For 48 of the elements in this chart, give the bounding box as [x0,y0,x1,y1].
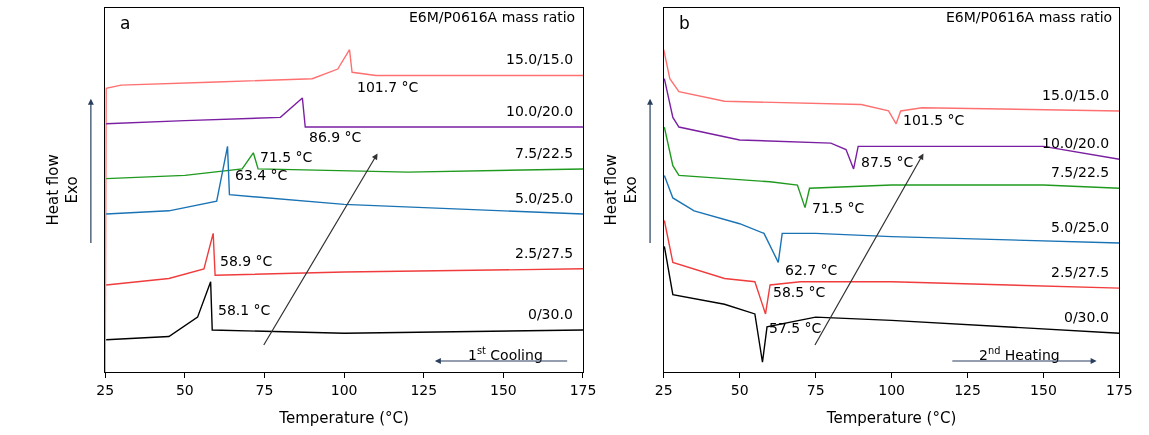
y-axis-title: Heat flow Exo [43,154,82,226]
annotation: 57.5 °C [769,320,822,336]
x-axis-title: Temperature (°C) [278,408,409,427]
x-axis-title: Temperature (°C) [825,408,957,427]
annotation: 71.5 °C [812,200,865,216]
series-label: 2.5/27.5 [515,245,574,261]
text: a [120,13,131,33]
annotation: 58.1 °C [218,302,271,318]
annotation: 62.7 °C [785,262,838,278]
annotation: 58.5 °C [773,284,826,300]
x-tick-label: 150 [490,381,517,398]
annotation: 101.5 °C [903,112,965,128]
series-label: 10.0/20.0 [1042,135,1110,151]
series-label: 7.5/22.5 [1051,164,1110,180]
x-tick-label: 100 [878,381,905,398]
series-label: 5.0/25.0 [515,190,574,206]
series-label: 10.0/20.0 [506,103,574,119]
x-tick-label: 50 [175,381,194,398]
annotation: 2$^{nd}$ Heating [979,345,1060,363]
annotation: 63.4 °C [235,167,288,183]
annotation: 71.5 °C [260,149,313,165]
x-tick-label: 175 [569,381,597,398]
x-tick-label: 100 [330,381,358,398]
annotation: 1$^{st}$ Cooling [468,345,543,363]
text: b [679,13,690,33]
series-label: 0/30.0 [1064,309,1109,325]
annotation: 87.5 °C [861,154,914,170]
x-tick-label: 75 [806,381,825,398]
annotation: 86.9 °C [309,129,362,145]
annotation: 101.7 °C [357,79,419,95]
x-tick-label: 125 [954,381,981,398]
series-label: 5.0/25.0 [1051,219,1110,235]
x-tick-label: 175 [1106,381,1133,398]
x-tick-label: 125 [410,381,438,398]
x-tick-label: 25 [654,381,673,398]
x-tick-label: 25 [96,381,115,398]
annotation: 58.9 °C [220,253,273,269]
series-label: 15.0/15.0 [1042,87,1110,103]
x-tick-label: 75 [255,381,274,398]
text: E6M/P0616A mass ratio [946,9,1113,25]
series-label: 2.5/27.5 [1051,264,1110,280]
x-tick-label: 150 [1030,381,1057,398]
series-label: 7.5/22.5 [515,145,574,161]
x-tick-label: 50 [730,381,749,398]
text: E6M/P0616A mass ratio [409,9,576,25]
series-label: 15.0/15.0 [506,51,574,67]
series-label: 0/30.0 [528,306,573,322]
y-axis-title: Heat flow Exo [602,154,640,226]
